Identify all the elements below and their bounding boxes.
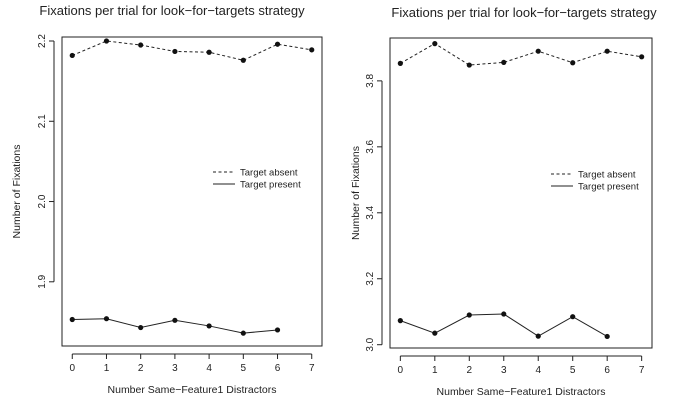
legend-label: Target absent	[240, 168, 298, 179]
y-tick-label: 3.6	[365, 139, 376, 153]
plot-frame	[389, 37, 653, 349]
legend-label: Target absent	[578, 170, 636, 181]
data-point-target-present	[432, 330, 438, 336]
data-point-target-present	[535, 333, 541, 339]
data-point-target-absent	[138, 42, 144, 48]
chart-panel-left: Fixations per trial for look−for−targets…	[0, 0, 342, 402]
y-tick-label: 3.8	[365, 73, 376, 87]
chart-title: Fixations per trial for look−for−targets…	[39, 3, 305, 18]
x-tick-label: 7	[639, 365, 645, 376]
data-point-target-absent	[274, 41, 281, 47]
data-point-target-absent	[206, 49, 212, 55]
data-point-target-present	[501, 311, 507, 317]
series-line-target-present	[400, 313, 608, 337]
x-axis-label: Number Same−Feature1 Distractors	[108, 384, 277, 396]
y-axis-label: Number of Fixations	[350, 146, 362, 240]
plot-frame	[61, 36, 323, 347]
data-point-target-present	[172, 317, 178, 323]
data-point-target-present	[69, 316, 75, 323]
x-tick-label: 4	[206, 363, 212, 374]
data-point-target-absent	[103, 38, 110, 44]
series-line-target-absent	[400, 43, 642, 66]
y-tick-label: 3.2	[365, 271, 376, 285]
data-point-target-absent	[466, 62, 472, 68]
data-point-target-absent	[501, 59, 507, 66]
chart-right: Fixations per trial for look−for−targets…	[350, 5, 657, 398]
data-point-target-present	[466, 312, 472, 318]
chart-left: Fixations per trial for look−for−targets…	[11, 3, 323, 396]
x-tick-label: 6	[275, 363, 281, 374]
x-tick-label: 0	[69, 363, 75, 374]
x-tick-label: 1	[432, 365, 438, 376]
chart-title: Fixations per trial for look−for−targets…	[391, 5, 657, 20]
y-tick-label: 3.0	[365, 337, 376, 351]
x-axis-label: Number Same−Feature1 Distractors	[437, 386, 606, 398]
data-point-target-present	[103, 316, 110, 322]
legend-label: Target present	[578, 182, 639, 193]
y-tick-label: 3.4	[365, 205, 376, 219]
x-tick-label: 5	[241, 363, 247, 374]
data-point-target-present	[206, 323, 212, 329]
data-point-target-present	[274, 327, 281, 333]
data-point-target-absent	[240, 57, 246, 63]
data-point-target-present	[604, 333, 610, 340]
data-point-target-absent	[397, 60, 403, 66]
data-point-target-absent	[69, 52, 75, 59]
data-point-target-absent	[172, 48, 178, 55]
data-point-target-present	[397, 318, 403, 324]
data-point-target-present	[570, 314, 576, 320]
series-line-target-absent	[72, 40, 312, 61]
y-tick-label: 2.2	[37, 34, 48, 48]
data-point-target-absent	[570, 60, 576, 66]
data-point-target-absent	[309, 47, 315, 53]
x-tick-label: 6	[604, 365, 610, 376]
x-tick-label: 3	[501, 365, 507, 376]
x-tick-label: 7	[309, 363, 315, 374]
y-axis-label: Number of Fixations	[11, 145, 23, 239]
data-point-target-absent	[604, 48, 610, 54]
data-point-target-absent	[535, 48, 541, 54]
x-tick-label: 0	[398, 365, 404, 376]
data-point-target-present	[138, 324, 144, 331]
legend-label: Target present	[240, 180, 301, 191]
data-point-target-absent	[639, 54, 645, 60]
x-tick-label: 2	[467, 365, 473, 376]
x-tick-label: 3	[172, 363, 178, 374]
data-point-target-absent	[432, 41, 438, 47]
chart-panel-right: Fixations per trial for look−for−targets…	[342, 0, 685, 402]
y-tick-label: 1.9	[37, 274, 48, 288]
data-point-target-present	[240, 330, 246, 336]
y-tick-label: 2.1	[37, 114, 48, 128]
y-tick-label: 2.0	[37, 194, 48, 208]
x-tick-label: 4	[535, 365, 541, 376]
x-tick-label: 2	[138, 363, 144, 374]
x-tick-label: 1	[104, 363, 110, 374]
x-tick-label: 5	[570, 365, 576, 376]
